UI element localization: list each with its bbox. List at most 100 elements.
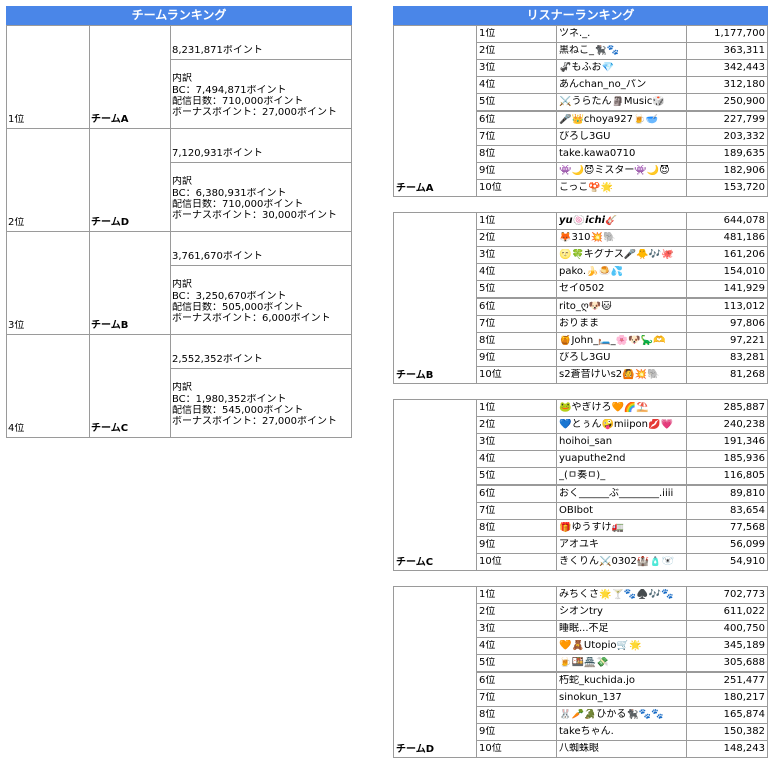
- listener-score: 180,217: [723, 691, 765, 703]
- listener-ranking-title: リスナーランキング: [393, 6, 768, 25]
- listener-score: 54,910: [730, 555, 765, 567]
- team-name: チームC: [91, 423, 129, 434]
- listener-name: ツネ._.: [559, 28, 591, 39]
- listener-name: ぴろし3GU: [559, 130, 611, 142]
- listener-name: 八蜘蛛眼: [559, 742, 599, 754]
- listener-rank: 2位: [479, 232, 496, 244]
- breakdown-line: 配信日数：505,000ポイント: [172, 302, 304, 313]
- listener-rank: 4位: [479, 453, 496, 465]
- listener-rank: 8位: [479, 521, 496, 533]
- listener-rank: 3位: [479, 623, 496, 635]
- listener-score: 611,022: [723, 606, 765, 618]
- listener-name: 🐰🥕🐊ひかる🐈‍⬛🐾🐾: [559, 708, 664, 720]
- breakdown-title: 内訳: [172, 382, 192, 393]
- listener-score: 400,750: [723, 623, 765, 635]
- listener-score: 116,805: [723, 470, 765, 482]
- listener-score: 285,887: [723, 402, 765, 413]
- rank: 3位: [8, 320, 25, 331]
- listener-name: yuaputhe2nd: [559, 453, 626, 465]
- listener-name: 🎤👑choya927🍺🥣: [559, 113, 658, 125]
- listener-score: 342,443: [723, 62, 765, 74]
- team-cell: [393, 399, 477, 571]
- listener-name: 🍺🍱🏯💸: [559, 657, 609, 669]
- listener-rank: 3位: [479, 436, 496, 448]
- breakdown-title: 内訳: [172, 73, 192, 84]
- listener-score: 189,635: [723, 147, 765, 159]
- breakdown-line: ボーナスポイント：27,000ポイント: [172, 416, 337, 427]
- breakdown-line: BC：1,980,352ポイント: [172, 394, 287, 405]
- breakdown-line: 配信日数：710,000ポイント: [172, 199, 304, 210]
- listener-name: きくりん⚔️0302🏰🧴🐻‍❄️: [559, 555, 675, 567]
- listener-rank: 5位: [479, 283, 496, 295]
- team-name: チームD: [396, 743, 435, 755]
- score-cell: [686, 178, 768, 197]
- listener-rank: 10位: [479, 555, 502, 567]
- listener-rank: 8位: [479, 147, 496, 159]
- total-points: 7,120,931ポイント: [172, 148, 263, 159]
- total-points: 3,761,670ポイント: [172, 251, 263, 262]
- listener-score: 150,382: [723, 725, 765, 737]
- listener-score: 363,311: [723, 45, 765, 57]
- listener-name: ぴろし3GU: [559, 351, 611, 363]
- listener-name: 🎁ゆうすけ🚛: [559, 521, 624, 533]
- listener-name: あんchan_no_パン: [559, 79, 647, 91]
- listener-name: hoihoi_san: [559, 436, 613, 448]
- listener-score: 97,806: [730, 317, 765, 329]
- listener-rank: 9位: [479, 351, 496, 363]
- listener-rank: 8位: [479, 708, 496, 720]
- listener-name: pako.🍌🍮💦: [559, 266, 624, 278]
- breakdown-cell: [170, 368, 352, 438]
- listener-rank: 3位: [479, 62, 496, 74]
- team-ranking-title: チームランキング: [6, 6, 352, 25]
- breakdown-line: 配信日数：710,000ポイント: [172, 96, 304, 107]
- listener-name: OBIbot: [559, 504, 594, 516]
- listener-rank: 4位: [479, 640, 496, 652]
- listener-name: 黒ねこ_🐈‍⬛🐾: [559, 45, 619, 57]
- breakdown-title: 内訳: [172, 176, 192, 187]
- listener-name: 𝙮𝙪🍥𝙞𝙘𝙝𝙞🎸: [559, 215, 618, 226]
- listener-name: 🍯John_🛏️_🌸🐶🦕🫶: [559, 334, 666, 346]
- listener-name: シオンtry: [559, 606, 603, 618]
- listener-name: セイ0502: [559, 283, 605, 295]
- listener-name: s2蒼音けいs2🙆💥🐘: [559, 368, 660, 380]
- listener-name: 🐸やぎけろ🧡🌈⛱️: [559, 402, 649, 413]
- listener-name: 🦊310💥🐘: [559, 232, 616, 244]
- listener-rank: 1位: [479, 215, 496, 226]
- listener-score: 227,799: [723, 113, 765, 125]
- listener-score: 240,238: [723, 419, 765, 431]
- team-cell: [393, 586, 477, 758]
- listener-score: 182,906: [723, 164, 765, 176]
- listener-score: 251,477: [723, 674, 765, 686]
- breakdown-line: ボーナスポイント：30,000ポイント: [172, 210, 337, 221]
- listener-name: おく______ぶ________.iiii: [559, 487, 674, 499]
- listener-name: 🧡🧸Utopio🛒🌟: [559, 640, 642, 652]
- listener-rank: 4位: [479, 266, 496, 278]
- listener-name: おりまま: [559, 317, 599, 329]
- listener-rank: 10位: [479, 742, 502, 754]
- listener-name: ⚔️うらたん🗿Music🎲: [559, 96, 665, 108]
- listener-score: 1,177,700: [714, 28, 765, 39]
- listener-name: take.kawa0710: [559, 147, 636, 159]
- breakdown-line: BC：3,250,670ポイント: [172, 291, 287, 302]
- listener-score: 153,720: [723, 181, 765, 193]
- listener-name: みちくさ🌟🍸🐾♠️🎶🐾: [559, 589, 674, 600]
- listener-score: 77,568: [730, 521, 765, 533]
- breakdown-title: 内訳: [172, 279, 192, 290]
- listener-score: 56,099: [730, 538, 765, 550]
- listener-rank: 1位: [479, 589, 496, 600]
- breakdown-line: BC：6,380,931ポイント: [172, 188, 287, 199]
- listener-rank: 5位: [479, 470, 496, 482]
- listener-rank: 6位: [479, 113, 496, 125]
- listener-rank: 7位: [479, 130, 496, 142]
- listener-rank: 7位: [479, 317, 496, 329]
- listener-score: 113,012: [723, 300, 765, 312]
- listener-rank: 2位: [479, 419, 496, 431]
- listener-score: 165,874: [723, 708, 765, 720]
- score-cell: [686, 365, 768, 384]
- total-points: 8,231,871ポイント: [172, 45, 263, 56]
- listener-score: 141,929: [723, 283, 765, 295]
- listener-rank: 4位: [479, 79, 496, 91]
- listener-score: 481,186: [723, 232, 765, 244]
- listener-score: 702,773: [723, 589, 765, 600]
